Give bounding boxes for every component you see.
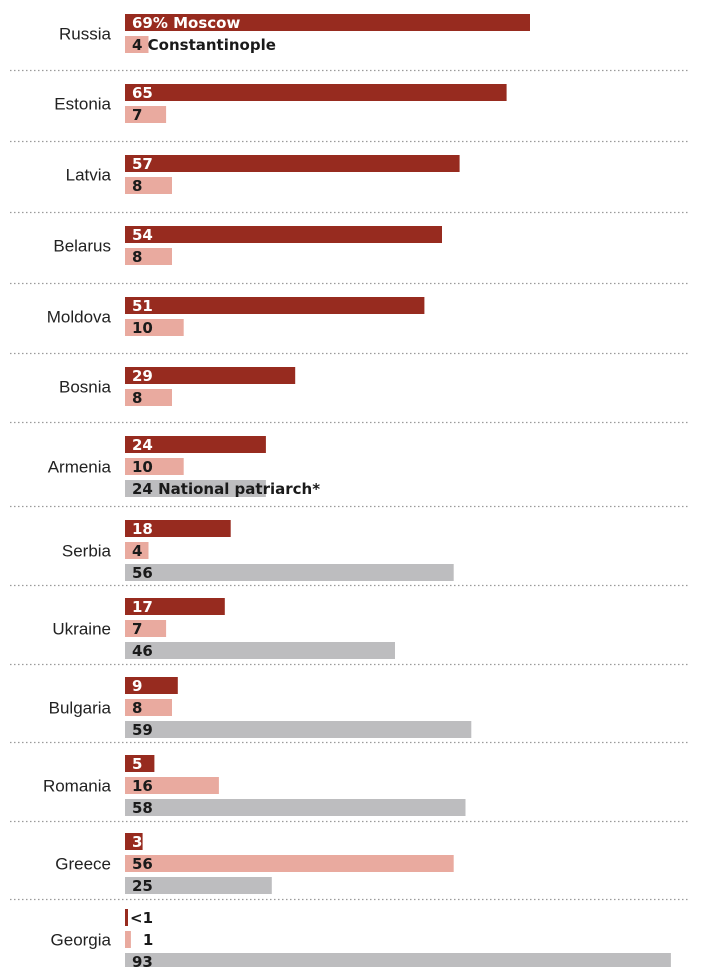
bar-constantinople	[125, 777, 219, 794]
bar-value-label: 24 National patriarch*	[132, 480, 320, 498]
bar-constantinople	[125, 931, 131, 948]
bar-value-label: 4	[132, 542, 142, 560]
bar-value-label: 8	[132, 699, 142, 717]
bar-value-label: 69% Moscow	[132, 14, 240, 32]
country-label: Romania	[43, 777, 112, 796]
bar-national	[125, 877, 272, 894]
bar-value-label: 5	[132, 755, 142, 773]
bar-moscow	[125, 14, 530, 31]
bar-moscow	[125, 755, 155, 772]
bar-value-label: 3	[132, 833, 142, 851]
bar-value-label: 57	[132, 155, 153, 173]
country-label: Serbia	[62, 542, 112, 561]
bar-value-label: 10	[132, 319, 153, 337]
bar-value-label: <1	[130, 909, 153, 927]
bar-value-label: 65	[132, 84, 153, 102]
bar-value-label: 93	[132, 953, 153, 967]
bar-moscow	[125, 598, 225, 615]
bar-value-label: 8	[132, 389, 142, 407]
bar-moscow	[125, 833, 143, 850]
bar-constantinople	[125, 36, 149, 53]
country-label: Bulgaria	[49, 699, 112, 718]
bar-constantinople	[125, 620, 167, 637]
bar-constantinople	[125, 855, 454, 872]
country-label: Greece	[55, 855, 111, 874]
bar-value-label: 24	[132, 436, 153, 454]
bar-moscow	[125, 226, 442, 243]
bar-moscow	[125, 84, 507, 101]
bar-moscow	[125, 677, 178, 694]
bar-moscow	[125, 520, 231, 537]
bar-value-label: 7	[132, 106, 142, 124]
country-label: Latvia	[66, 166, 112, 185]
bar-national	[125, 721, 472, 738]
bar-value-label: 7	[132, 620, 142, 638]
country-label: Bosnia	[59, 378, 112, 397]
bar-moscow	[125, 909, 128, 926]
country-label: Russia	[59, 25, 112, 44]
bar-moscow	[125, 155, 460, 172]
bar-value-label: 9	[132, 677, 142, 695]
bar-value-label: 8	[132, 248, 142, 266]
bar-value-label: 25	[132, 877, 153, 895]
bar-constantinople	[125, 177, 172, 194]
bar-national	[125, 480, 266, 497]
bar-constantinople	[125, 248, 172, 265]
bar-moscow	[125, 367, 296, 384]
bar-moscow	[125, 436, 266, 453]
bar-value-label: 1	[143, 931, 153, 949]
bar-constantinople	[125, 699, 172, 716]
bar-value-label: 10	[132, 458, 153, 476]
bar-value-label: 54	[132, 226, 153, 244]
bar-value-label: 46	[132, 642, 153, 660]
bar-constantinople	[125, 389, 172, 406]
bar-constantinople	[125, 106, 167, 123]
bar-national	[125, 642, 395, 659]
bar-value-label: 16	[132, 777, 153, 795]
bar-value-label: 59	[132, 721, 153, 739]
bar-value-label: 29	[132, 367, 153, 385]
bar-value-label: 4 Constantinople	[132, 36, 276, 54]
bar-value-label: 18	[132, 520, 153, 538]
bar-constantinople	[125, 319, 184, 336]
bar-value-label: 17	[132, 598, 153, 616]
bar-value-label: 51	[132, 297, 153, 315]
country-label: Ukraine	[52, 620, 111, 639]
bar-value-label: 56	[132, 564, 153, 582]
country-label: Armenia	[48, 458, 112, 477]
bar-national	[125, 564, 454, 581]
bar-value-label: 8	[132, 177, 142, 195]
country-label: Belarus	[53, 237, 111, 256]
bar-value-label: 58	[132, 799, 153, 817]
bar-value-label: 56	[132, 855, 153, 873]
country-label: Estonia	[54, 95, 111, 114]
country-label: Georgia	[51, 931, 112, 950]
bar-constantinople	[125, 458, 184, 475]
country-label: Moldova	[47, 308, 112, 327]
bar-national	[125, 799, 466, 816]
bar-national	[125, 953, 671, 967]
bar-moscow	[125, 297, 425, 314]
bar-constantinople	[125, 542, 149, 559]
